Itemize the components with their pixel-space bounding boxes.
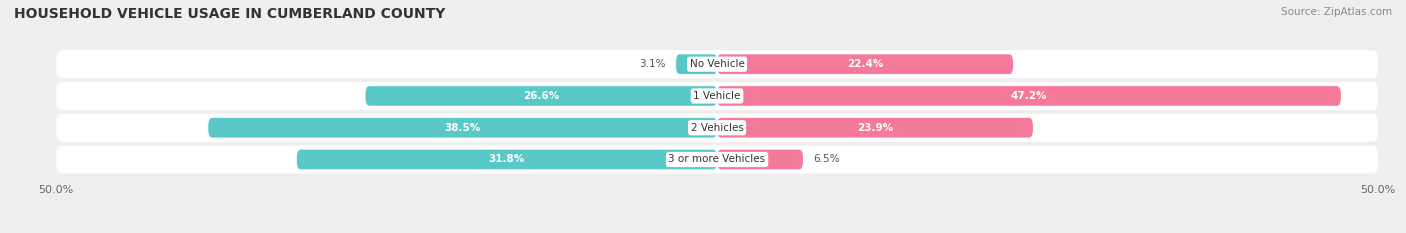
Text: 6.5%: 6.5% (814, 154, 839, 164)
FancyBboxPatch shape (56, 82, 1378, 110)
Text: 1 Vehicle: 1 Vehicle (693, 91, 741, 101)
Text: 23.9%: 23.9% (856, 123, 893, 133)
FancyBboxPatch shape (717, 54, 1014, 74)
FancyBboxPatch shape (717, 86, 1341, 106)
FancyBboxPatch shape (717, 150, 803, 169)
Text: 47.2%: 47.2% (1011, 91, 1047, 101)
FancyBboxPatch shape (297, 150, 717, 169)
Text: No Vehicle: No Vehicle (689, 59, 745, 69)
Text: 22.4%: 22.4% (846, 59, 883, 69)
FancyBboxPatch shape (676, 54, 717, 74)
Text: 31.8%: 31.8% (489, 154, 524, 164)
Legend: Owner-occupied, Renter-occupied: Owner-occupied, Renter-occupied (595, 230, 839, 233)
FancyBboxPatch shape (717, 118, 1033, 137)
Text: 38.5%: 38.5% (444, 123, 481, 133)
FancyBboxPatch shape (56, 114, 1378, 142)
FancyBboxPatch shape (56, 50, 1378, 78)
FancyBboxPatch shape (56, 146, 1378, 174)
Text: 26.6%: 26.6% (523, 91, 560, 101)
Text: 3.1%: 3.1% (638, 59, 665, 69)
Text: 2 Vehicles: 2 Vehicles (690, 123, 744, 133)
Text: Source: ZipAtlas.com: Source: ZipAtlas.com (1281, 7, 1392, 17)
FancyBboxPatch shape (208, 118, 717, 137)
Text: 3 or more Vehicles: 3 or more Vehicles (668, 154, 766, 164)
Text: HOUSEHOLD VEHICLE USAGE IN CUMBERLAND COUNTY: HOUSEHOLD VEHICLE USAGE IN CUMBERLAND CO… (14, 7, 446, 21)
FancyBboxPatch shape (366, 86, 717, 106)
